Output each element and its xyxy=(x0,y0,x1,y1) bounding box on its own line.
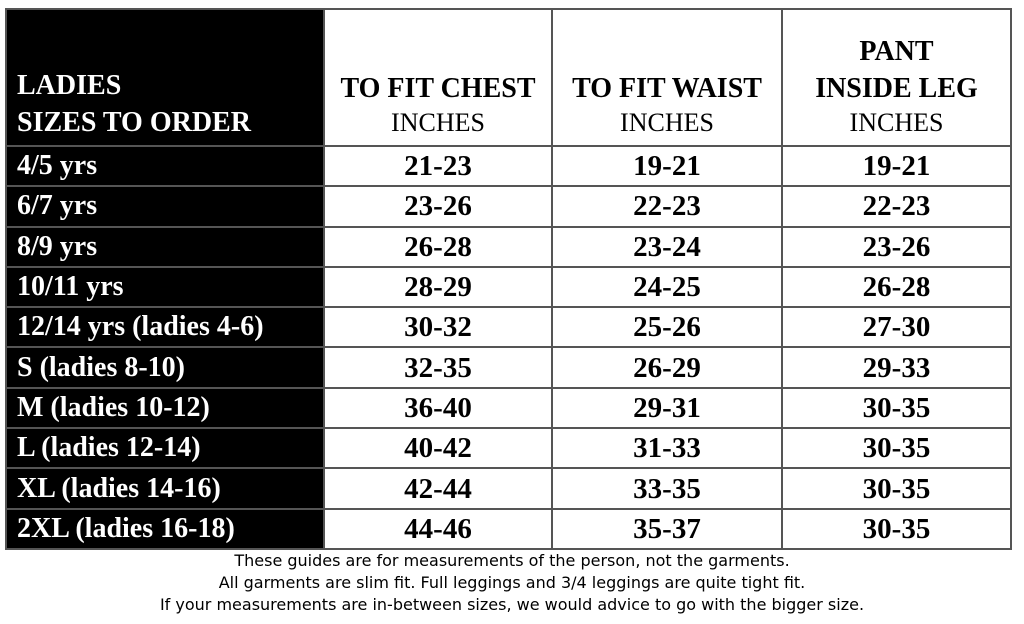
inside-leg-cell: 30-35 xyxy=(781,386,1012,430)
note-line: If your measurements are in-between size… xyxy=(159,595,865,614)
inside-leg-cell: 23-26 xyxy=(781,225,1012,268)
waist-cell: 33-35 xyxy=(551,467,783,510)
header-leg-title-1: PANT xyxy=(859,36,934,67)
waist-cell: 31-33 xyxy=(551,427,783,470)
size-cell: 6/7 yrs xyxy=(5,185,325,228)
table-row: S (ladies 8-10) 32-35 26-29 29-33 xyxy=(5,346,1012,389)
waist-cell: 35-37 xyxy=(551,507,783,550)
chest-cell: 23-26 xyxy=(323,185,553,228)
size-cell: 4/5 yrs xyxy=(5,144,325,188)
inside-leg-cell: 30-35 xyxy=(781,507,1012,550)
size-cell: M (ladies 10-12) xyxy=(5,386,325,430)
header-waist-unit: INCHES xyxy=(620,108,714,137)
chest-cell: 42-44 xyxy=(323,467,553,510)
header-chest-title: TO FIT CHEST xyxy=(340,73,536,104)
chest-cell: 36-40 xyxy=(323,386,553,430)
size-cell: L (ladies 12-14) xyxy=(5,427,325,470)
size-cell: 8/9 yrs xyxy=(5,225,325,268)
header-leg-unit: INCHES xyxy=(849,108,944,137)
inside-leg-cell: 19-21 xyxy=(781,144,1012,188)
note-line: These guides are for measurements of the… xyxy=(234,551,790,570)
waist-cell: 19-21 xyxy=(551,144,783,188)
inside-leg-cell: 26-28 xyxy=(781,265,1012,309)
header-waist-title: TO FIT WAIST xyxy=(572,73,762,104)
header-row: LADIES SIZES TO ORDER TO FIT CHEST INCHE… xyxy=(5,8,1012,147)
note-line: All garments are slim fit. Full leggings… xyxy=(218,573,806,592)
waist-cell: 24-25 xyxy=(551,265,783,309)
inside-leg-cell: 29-33 xyxy=(781,346,1012,389)
header-chest: TO FIT CHEST INCHES xyxy=(323,8,553,147)
table-row: M (ladies 10-12) 36-40 29-31 30-35 xyxy=(5,386,1012,430)
inside-leg-cell: 22-23 xyxy=(781,185,1012,228)
table-row: L (ladies 12-14) 40-42 31-33 30-35 xyxy=(5,427,1012,470)
inside-leg-cell: 30-35 xyxy=(781,467,1012,510)
table-row: 8/9 yrs 26-28 23-24 23-26 xyxy=(5,225,1012,268)
chest-cell: 21-23 xyxy=(323,144,553,188)
chest-cell: 26-28 xyxy=(323,225,553,268)
chest-cell: 28-29 xyxy=(323,265,553,309)
waist-cell: 26-29 xyxy=(551,346,783,389)
inside-leg-cell: 27-30 xyxy=(781,306,1012,349)
waist-cell: 23-24 xyxy=(551,225,783,268)
table-row: 4/5 yrs 21-23 19-21 19-21 xyxy=(5,144,1012,188)
header-chest-unit: INCHES xyxy=(391,108,485,137)
size-cell: 12/14 yrs (ladies 4-6) xyxy=(5,306,325,349)
header-leg-title-2: INSIDE LEG xyxy=(815,73,978,104)
chest-cell: 44-46 xyxy=(323,507,553,550)
header-inside-leg: PANT INSIDE LEG INCHES xyxy=(781,8,1012,147)
header-sizes-line2: SIZES TO ORDER xyxy=(17,107,251,138)
size-cell: 2XL (ladies 16-18) xyxy=(5,507,325,550)
table-row: 2XL (ladies 16-18) 44-46 35-37 30-35 xyxy=(5,507,1012,550)
chest-cell: 32-35 xyxy=(323,346,553,389)
header-sizes: LADIES SIZES TO ORDER xyxy=(5,8,325,147)
waist-cell: 29-31 xyxy=(551,386,783,430)
table-row: 12/14 yrs (ladies 4-6) 30-32 25-26 27-30 xyxy=(5,306,1012,349)
waist-cell: 25-26 xyxy=(551,306,783,349)
header-waist: TO FIT WAIST INCHES xyxy=(551,8,783,147)
size-cell: 10/11 yrs xyxy=(5,265,325,309)
table-row: 10/11 yrs 28-29 24-25 26-28 xyxy=(5,265,1012,309)
header-sizes-line1: LADIES xyxy=(17,70,122,101)
waist-cell: 22-23 xyxy=(551,185,783,228)
inside-leg-cell: 30-35 xyxy=(781,427,1012,470)
notes: These guides are for measurements of the… xyxy=(0,550,1024,616)
table-row: XL (ladies 14-16) 42-44 33-35 30-35 xyxy=(5,467,1012,510)
chest-cell: 30-32 xyxy=(323,306,553,349)
chest-cell: 40-42 xyxy=(323,427,553,470)
size-cell: XL (ladies 14-16) xyxy=(5,467,325,510)
table-row: 6/7 yrs 23-26 22-23 22-23 xyxy=(5,185,1012,228)
size-cell: S (ladies 8-10) xyxy=(5,346,325,389)
size-chart-table: LADIES SIZES TO ORDER TO FIT CHEST INCHE… xyxy=(5,8,1012,550)
